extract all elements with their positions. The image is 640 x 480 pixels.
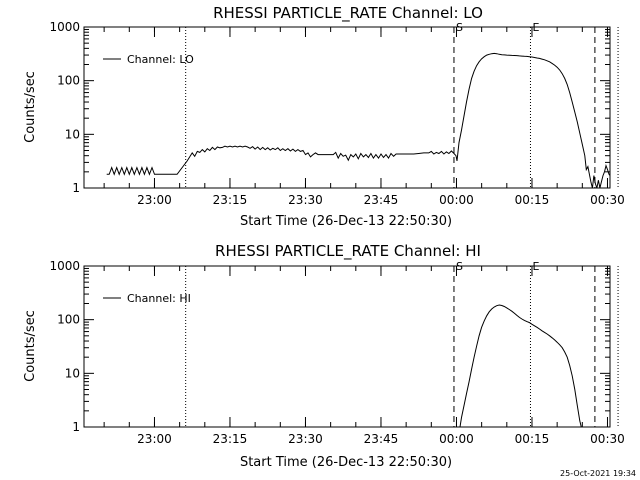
x-axis-label: Start Time (26-Dec-13 22:50:30)	[240, 455, 452, 470]
y-tick-label: 1000	[49, 20, 80, 34]
x-axis-label: Start Time (26-Dec-13 22:50:30)	[240, 214, 452, 229]
x-tick-label: 00:00	[439, 193, 474, 207]
x-tick-label: 23:30	[288, 432, 323, 446]
marker-label: S	[456, 21, 463, 34]
y-tick-label: 10	[65, 366, 80, 380]
chart-title: RHESSI PARTICLE_RATE Channel: LO	[213, 4, 483, 23]
chart-panel-lo: RHESSI PARTICLE_RATE Channel: LO Start T…	[23, 4, 625, 229]
y-tick-label: 1	[72, 420, 80, 434]
x-tick-label: 00:00	[439, 432, 474, 446]
y-axis-label: Counts/sec	[23, 71, 38, 143]
y-tick-label: 100	[57, 74, 80, 88]
x-tick-label: 00:30	[590, 432, 625, 446]
series-line	[106, 52, 610, 188]
y-tick-label: 100	[57, 313, 80, 327]
y-tick-label: 10	[65, 127, 80, 141]
x-tick-label: 23:15	[213, 432, 248, 446]
legend-label: Channel: LO	[127, 53, 194, 66]
chart-panel-hi: RHESSI PARTICLE_RATE Channel: HI Start T…	[23, 242, 625, 470]
x-tick-label: 23:15	[213, 193, 248, 207]
x-tick-label: 23:00	[137, 193, 172, 207]
x-tick-label: 00:30	[590, 193, 625, 207]
marker-label: S	[456, 260, 463, 273]
legend-label: Channel: HI	[127, 292, 191, 305]
series-line	[459, 304, 582, 427]
y-axis-label: Counts/sec	[23, 310, 38, 382]
x-tick-label: 23:45	[364, 432, 399, 446]
marker-label: E	[532, 21, 539, 34]
x-tick-label: 00:15	[515, 432, 550, 446]
footer-timestamp: 25-Oct-2021 19:34	[560, 469, 636, 478]
plot-frame	[83, 265, 611, 428]
x-tick-label: 00:15	[515, 193, 550, 207]
plot-frame	[83, 26, 611, 189]
chart-title: RHESSI PARTICLE_RATE Channel: HI	[215, 242, 481, 261]
y-tick-label: 1	[72, 181, 80, 195]
marker-label: E	[532, 260, 539, 273]
x-tick-label: 23:30	[288, 193, 323, 207]
x-tick-label: 23:45	[364, 193, 399, 207]
x-tick-label: 23:00	[137, 432, 172, 446]
y-tick-label: 1000	[49, 259, 80, 273]
